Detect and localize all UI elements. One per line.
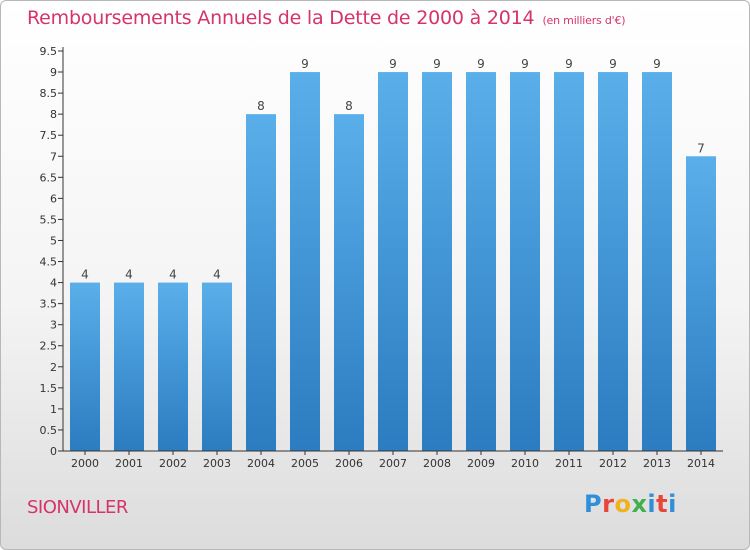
logo-letter: P xyxy=(584,490,603,518)
x-tick-label: 2011 xyxy=(555,457,583,470)
bar xyxy=(202,282,232,451)
logo-letter: i xyxy=(647,490,657,518)
logo-letter: t xyxy=(656,490,669,518)
x-tick-label: 2000 xyxy=(71,457,99,470)
y-tick-label: 6 xyxy=(50,192,57,205)
proxiti-logo: Proxiti xyxy=(584,490,677,518)
x-tick-label: 2007 xyxy=(379,457,407,470)
bar xyxy=(510,72,540,451)
y-tick-label: 7.5 xyxy=(40,129,58,142)
bar xyxy=(642,72,672,451)
x-tick-label: 2002 xyxy=(159,457,187,470)
bar xyxy=(334,114,364,451)
chart-title: Remboursements Annuels de la Dette de 20… xyxy=(27,7,626,29)
data-label: 4 xyxy=(81,268,89,282)
x-tick-label: 2014 xyxy=(687,457,715,470)
data-label: 9 xyxy=(609,57,617,71)
x-tick-label: 2003 xyxy=(203,457,231,470)
y-tick-label: 8.5 xyxy=(40,87,58,100)
logo-letter: o xyxy=(614,490,632,518)
y-tick-label: 1 xyxy=(50,403,57,416)
bar xyxy=(158,282,188,451)
y-tick-label: 5.5 xyxy=(40,213,58,226)
y-tick-label: 1.5 xyxy=(40,382,58,395)
y-tick-label: 9 xyxy=(50,66,57,79)
bar xyxy=(686,156,716,451)
y-tick-label: 4 xyxy=(50,277,57,290)
bar xyxy=(598,72,628,451)
logo-letter: x xyxy=(631,490,648,518)
y-tick-label: 6.5 xyxy=(40,171,58,184)
title-unit: (en milliers d'€) xyxy=(542,14,626,27)
y-tick-label: 3.5 xyxy=(40,298,58,311)
bar xyxy=(422,72,452,451)
x-tick-label: 2006 xyxy=(335,457,363,470)
data-label: 8 xyxy=(257,99,265,113)
x-tick-label: 2009 xyxy=(467,457,495,470)
bar xyxy=(246,114,276,451)
bar xyxy=(378,72,408,451)
bar xyxy=(554,72,584,451)
data-label: 4 xyxy=(169,268,177,282)
y-tick-label: 5 xyxy=(50,234,57,247)
data-label: 4 xyxy=(125,268,133,282)
y-tick-label: 8 xyxy=(50,108,57,121)
logo-letter: i xyxy=(668,490,677,518)
data-label: 7 xyxy=(697,141,705,155)
data-label: 9 xyxy=(653,57,661,71)
data-label: 4 xyxy=(213,268,221,282)
y-tick-label: 9.5 xyxy=(40,45,58,58)
y-tick-label: 0.5 xyxy=(40,424,58,437)
bar xyxy=(70,282,100,451)
logo-letter: r xyxy=(602,490,615,518)
data-label: 9 xyxy=(389,57,397,71)
x-tick-label: 2013 xyxy=(643,457,671,470)
y-tick-label: 3 xyxy=(50,319,57,332)
y-tick-label: 2.5 xyxy=(40,340,58,353)
y-tick-label: 0 xyxy=(50,445,57,458)
bar xyxy=(114,282,144,451)
city-name: SIONVILLER xyxy=(27,497,128,518)
x-tick-label: 2004 xyxy=(247,457,275,470)
data-label: 9 xyxy=(521,57,529,71)
x-tick-label: 2005 xyxy=(291,457,319,470)
data-label: 9 xyxy=(433,57,441,71)
bar xyxy=(466,72,496,451)
x-tick-label: 2008 xyxy=(423,457,451,470)
bar xyxy=(290,72,320,451)
title-text: Remboursements Annuels de la Dette de 20… xyxy=(27,7,535,29)
data-label: 9 xyxy=(477,57,485,71)
y-tick-label: 7 xyxy=(50,150,57,163)
x-tick-label: 2001 xyxy=(115,457,143,470)
x-tick-label: 2012 xyxy=(599,457,627,470)
x-tick-label: 2010 xyxy=(511,457,539,470)
data-label: 8 xyxy=(345,99,353,113)
data-label: 9 xyxy=(301,57,309,71)
data-label: 9 xyxy=(565,57,573,71)
y-tick-label: 2 xyxy=(50,361,57,374)
y-tick-label: 4.5 xyxy=(40,256,58,269)
